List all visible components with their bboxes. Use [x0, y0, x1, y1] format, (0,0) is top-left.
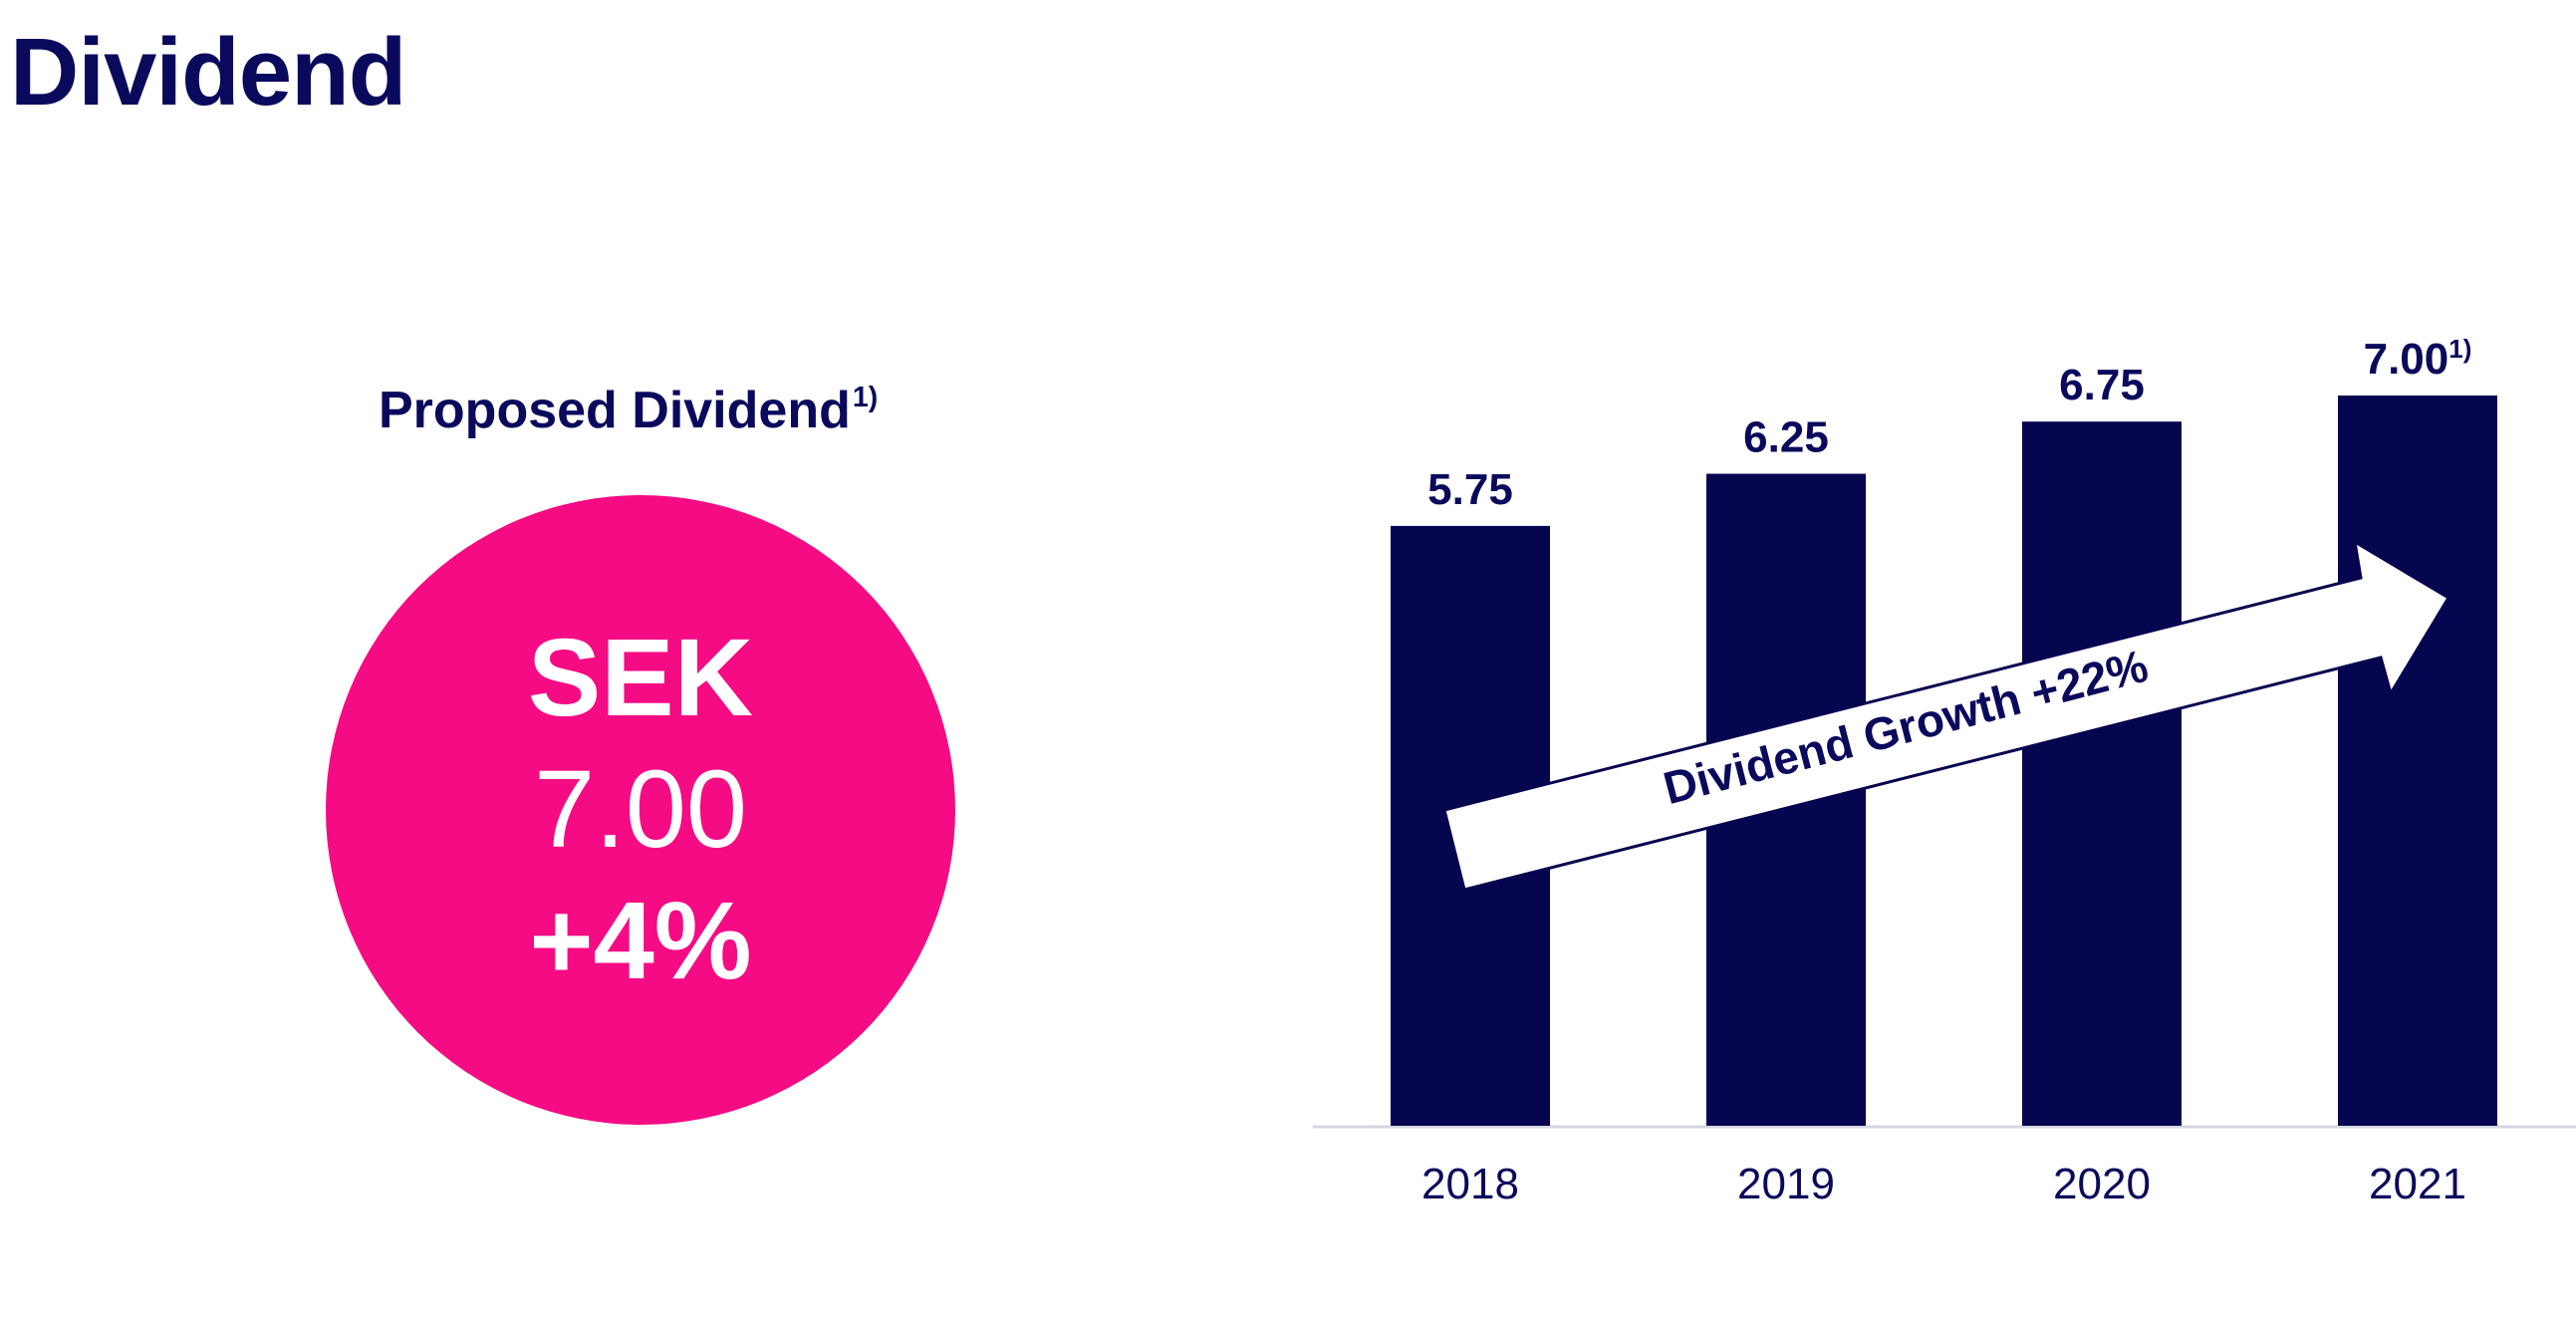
value-label-2019: 6.25 — [1743, 413, 1829, 462]
value-label-2018: 5.75 — [1427, 465, 1513, 514]
currency-label: SEK — [527, 617, 754, 739]
growth-arrow: Dividend Growth +22% — [1442, 539, 2451, 892]
proposed-dividend-circle: SEK 7.00 +4% — [326, 495, 955, 1125]
dividend-amount: 7.00 — [533, 748, 748, 871]
x-tick-label-2020: 2020 — [2053, 1160, 2151, 1208]
x-tick-label-2018: 2018 — [1421, 1160, 1519, 1208]
x-tick-label-2019: 2019 — [1737, 1160, 1835, 1208]
caption-text: Proposed Dividend — [379, 382, 851, 439]
arrow-icon — [1442, 539, 2451, 892]
value-footnote: 1) — [2448, 334, 2471, 364]
value-label-2021: 7.001) — [2364, 334, 2472, 384]
bar-2020 — [2022, 421, 2182, 1126]
dividend-change: +4% — [529, 880, 752, 1002]
value-label-2020: 6.75 — [2059, 361, 2145, 409]
proposed-dividend-caption: Proposed Dividend1) — [379, 381, 878, 440]
x-tick-label-group: 2018 2019 2020 2021 — [1421, 1160, 2466, 1208]
caption-footnote: 1) — [852, 381, 879, 413]
page-title: Dividend — [10, 19, 406, 126]
bar-2021 — [2338, 396, 2497, 1126]
value-label-group: 5.75 6.25 6.75 7.001) — [1427, 334, 2471, 514]
x-tick-label-2021: 2021 — [2369, 1160, 2466, 1208]
